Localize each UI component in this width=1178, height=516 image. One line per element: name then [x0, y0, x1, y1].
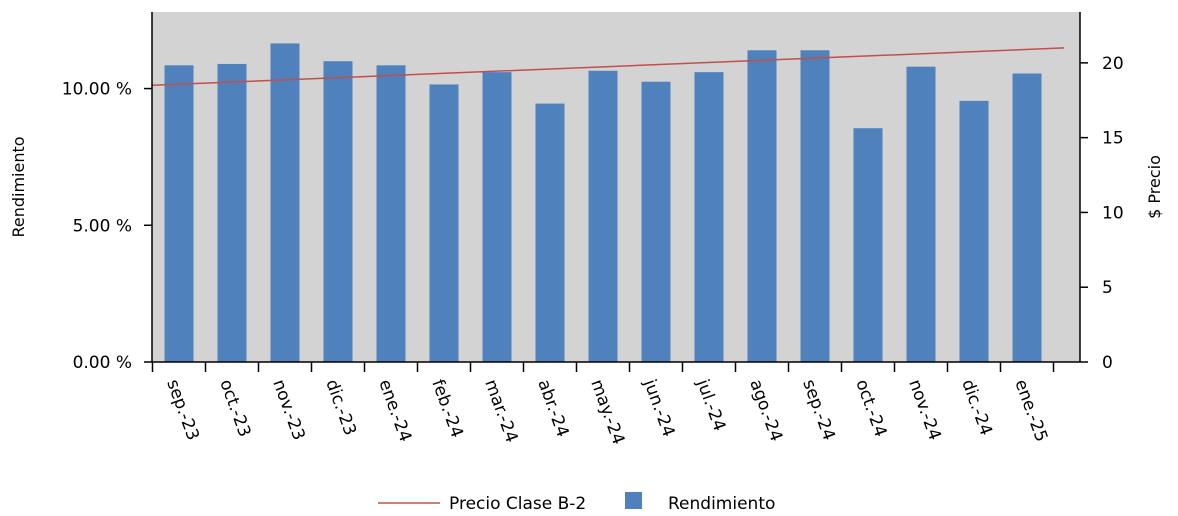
y-tick-label-right: 20	[1102, 54, 1124, 74]
bar-oct.-23	[217, 63, 247, 362]
bar-abr.-24	[535, 103, 565, 362]
bar-group	[164, 43, 1042, 362]
x-tick-label-oct.-23: oct.-23	[215, 377, 254, 440]
bar-may.-24	[588, 70, 618, 362]
x-tick-label-nov.-24: nov.-24	[904, 377, 944, 443]
bar-ago.-24	[747, 50, 777, 362]
bar-jul.-24	[694, 72, 724, 362]
bar-ene.-25	[1012, 73, 1042, 362]
x-tick-label-oct.-24: oct.-24	[851, 377, 890, 440]
x-tick-label-ene.-24: ene.-24	[374, 377, 415, 445]
line-group	[152, 47, 1065, 87]
bar-mar.-24	[482, 72, 512, 362]
y-tick-label-left: 5.00 %	[73, 216, 132, 236]
y-tick-label-right: 15	[1102, 129, 1124, 149]
bar-jun.-24	[641, 81, 671, 362]
y-axis-right-title: $ Precio	[1145, 155, 1164, 219]
x-tick-label-ago.-24: ago.-24	[745, 377, 786, 444]
bar-feb.-24	[429, 84, 459, 362]
x-tick-label-feb.-24: feb.-24	[427, 377, 466, 441]
bar-nov.-24	[906, 66, 936, 362]
x-tick-label-dic.-23: dic.-23	[321, 377, 360, 438]
legend-bar-swatch	[625, 492, 642, 509]
x-tick-label-jun.-24: jun.-24	[639, 376, 678, 440]
x-tick-label-jul.-24: jul.-24	[692, 376, 729, 434]
bar-dic.-24	[959, 100, 989, 362]
bar-ene.-24	[376, 65, 406, 362]
legend-line-label: Precio Clase B-2	[449, 494, 586, 514]
bar-nov.-23	[270, 43, 300, 362]
y-tick-label-right: 5	[1102, 278, 1113, 298]
x-tick-label-dic.-24: dic.-24	[957, 377, 996, 438]
x-tick-label-may.-24: may.-24	[586, 377, 628, 448]
x-tick-label-ene.-25: ene.-25	[1010, 377, 1051, 445]
y-tick-label-left: 10.00 %	[62, 80, 132, 100]
y-tick-label-right: 10	[1102, 203, 1124, 223]
bar-sep.-23	[164, 65, 194, 362]
x-tick-label-sep.-23: sep.-23	[162, 377, 202, 443]
bar-oct.-24	[853, 128, 883, 362]
bar-dic.-23	[323, 61, 353, 362]
bar-sep.-24	[800, 50, 830, 362]
x-tick-label-nov.-23: nov.-23	[268, 377, 308, 443]
x-tick-label-abr.-24: abr.-24	[533, 377, 572, 440]
legend: Precio Clase B-2 Rendimiento	[378, 492, 775, 514]
y-tick-label-left: 0.00 %	[73, 353, 132, 373]
x-tick-label-sep.-24: sep.-24	[798, 377, 838, 443]
legend-bar-label: Rendimiento	[668, 494, 775, 514]
x-tick-label-mar.-24: mar.-24	[480, 377, 521, 445]
y-axis-title: Rendimiento	[9, 136, 28, 237]
y-tick-label-right: 0	[1102, 353, 1113, 373]
price-line	[152, 47, 1065, 87]
